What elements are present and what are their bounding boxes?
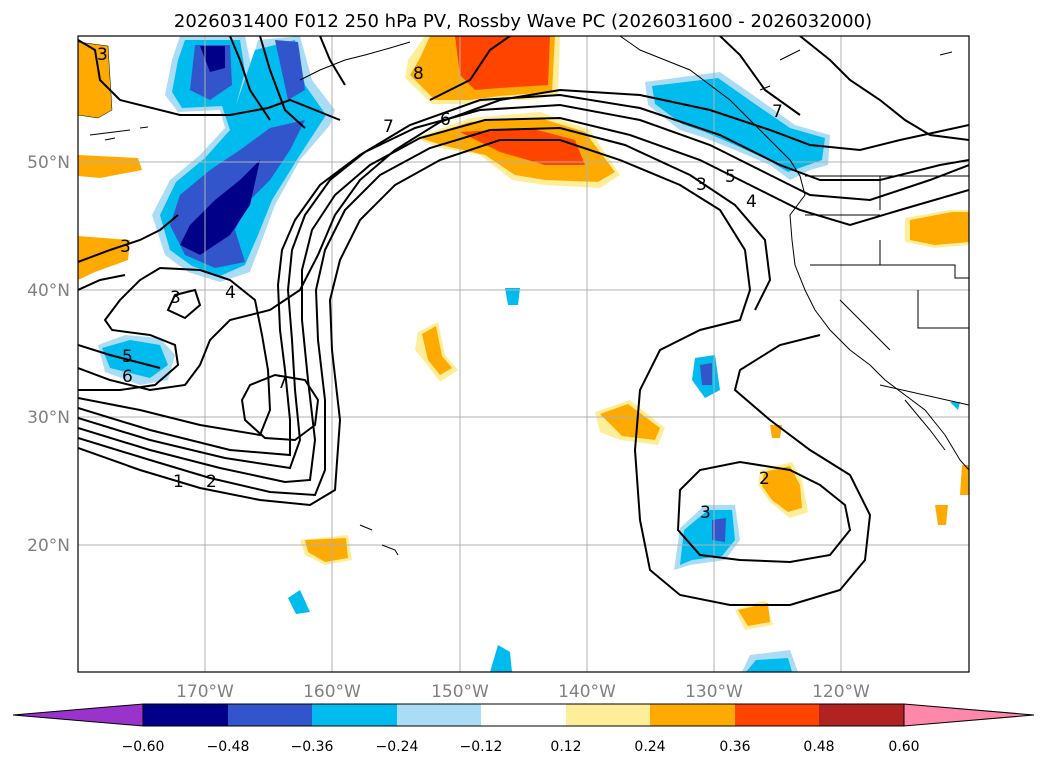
colorbar-tick-label: 0.36 — [719, 739, 750, 755]
colorbar: −0.60 −0.48 −0.36 −0.24 −0.12 0.12 0.24 … — [12, 703, 1035, 755]
lon-label: 160°W — [303, 682, 361, 702]
coastlines — [89, 36, 969, 556]
positive-anomaly-region — [738, 603, 770, 626]
contour-label: 1 — [173, 472, 184, 492]
colorbar-swatch — [735, 704, 819, 726]
positive-anomaly-region — [910, 212, 969, 245]
contour-lines — [78, 36, 969, 606]
positive-anomaly-region — [422, 326, 452, 375]
contour-label: 3 — [700, 503, 711, 523]
positive-anomaly-region — [78, 41, 113, 119]
negative-anomaly-region — [275, 40, 305, 100]
colorbar-tick-label: −0.24 — [376, 739, 419, 755]
contour-label: 4 — [225, 283, 236, 303]
lat-label: 40°N — [27, 281, 70, 301]
contour-label: 4 — [746, 192, 757, 212]
longitude-labels: 170°W 160°W 150°W 140°W 130°W 120°W — [176, 682, 870, 702]
graticule — [78, 36, 969, 672]
colorbar-tick-label: 0.60 — [888, 739, 919, 755]
lat-label: 50°N — [27, 153, 70, 173]
colorbar-swatch — [650, 704, 735, 726]
positive-anomaly-region — [305, 538, 348, 562]
positive-anomaly-region — [460, 128, 585, 165]
colorbar-swatch — [397, 704, 481, 726]
lon-label: 170°W — [176, 682, 234, 702]
positive-anomaly-region — [762, 466, 802, 512]
latitude-labels: 50°N 40°N 30°N 20°N — [27, 153, 70, 556]
contour-label: 3 — [120, 237, 131, 257]
positive-anomaly-region — [935, 505, 948, 525]
colorbar-tick-label: 0.24 — [634, 739, 665, 755]
colorbar-tick-label: −0.60 — [122, 739, 165, 755]
positive-anomaly-region — [78, 155, 142, 178]
colorbar-swatch — [819, 704, 904, 726]
contour-label: 2 — [759, 469, 770, 489]
negative-anomaly-region — [505, 288, 520, 305]
lon-label: 140°W — [558, 682, 616, 702]
colorbar-tick-label: 0.48 — [803, 739, 834, 755]
negative-anomaly-region — [700, 363, 712, 385]
colorbar-extend-high — [903, 703, 1035, 727]
contour-label: 3 — [97, 45, 108, 65]
colorbar-tick-label: −0.36 — [291, 739, 334, 755]
contour-label: 3 — [170, 288, 181, 308]
contour-label: 2 — [206, 472, 217, 492]
negative-anomaly-region — [200, 46, 225, 72]
colorbar-swatch — [228, 704, 312, 726]
negative-anomaly-region — [288, 590, 310, 614]
map-area: 3 3 3 4 5 6 7 7 6 7 3 5 4 1 2 3 2 8 — [78, 36, 969, 672]
negative-anomaly-region — [180, 160, 260, 255]
colorbar-extend-low — [12, 703, 144, 727]
contour-label: 7 — [383, 117, 394, 137]
colorbar-swatch — [481, 704, 566, 726]
contour-label: 6 — [122, 367, 133, 387]
contour-label: 5 — [122, 347, 133, 367]
contour-label: 5 — [725, 167, 736, 187]
colorbar-tick-label: −0.12 — [460, 739, 503, 755]
contour-labels: 3 3 3 4 5 6 7 7 6 7 3 5 4 1 2 3 2 8 — [97, 45, 783, 523]
colorbar-swatch — [143, 704, 228, 726]
pv-shading — [78, 36, 969, 672]
positive-anomaly-region — [770, 425, 782, 438]
negative-anomaly-region — [950, 402, 960, 410]
lon-label: 150°W — [431, 682, 489, 702]
negative-anomaly-region — [102, 340, 168, 378]
negative-anomaly-region — [490, 645, 512, 672]
lat-label: 30°N — [27, 408, 70, 428]
lon-label: 130°W — [685, 682, 743, 702]
colorbar-tick-label: −0.48 — [207, 739, 250, 755]
colorbar-tick-label: 0.12 — [550, 739, 581, 755]
map-frame — [77, 35, 970, 673]
lat-label: 20°N — [27, 536, 70, 556]
colorbar-swatch — [566, 704, 650, 726]
map-title: 2026031400 F012 250 hPa PV, Rossby Wave … — [174, 11, 872, 32]
negative-anomaly-region — [746, 658, 792, 672]
contour-label: 7 — [277, 373, 288, 393]
colorbar-swatch — [312, 704, 397, 726]
positive-anomaly-region — [455, 36, 550, 90]
positive-anomaly-region — [600, 404, 660, 440]
lon-label: 120°W — [812, 682, 870, 702]
contour-label: 8 — [413, 64, 424, 84]
contour-label: 7 — [772, 102, 783, 122]
positive-anomaly-region — [960, 465, 969, 495]
negative-anomaly-region — [712, 518, 726, 542]
contour-label: 6 — [440, 110, 451, 130]
contour-label: 3 — [696, 175, 707, 195]
negative-anomaly-region — [652, 78, 825, 172]
